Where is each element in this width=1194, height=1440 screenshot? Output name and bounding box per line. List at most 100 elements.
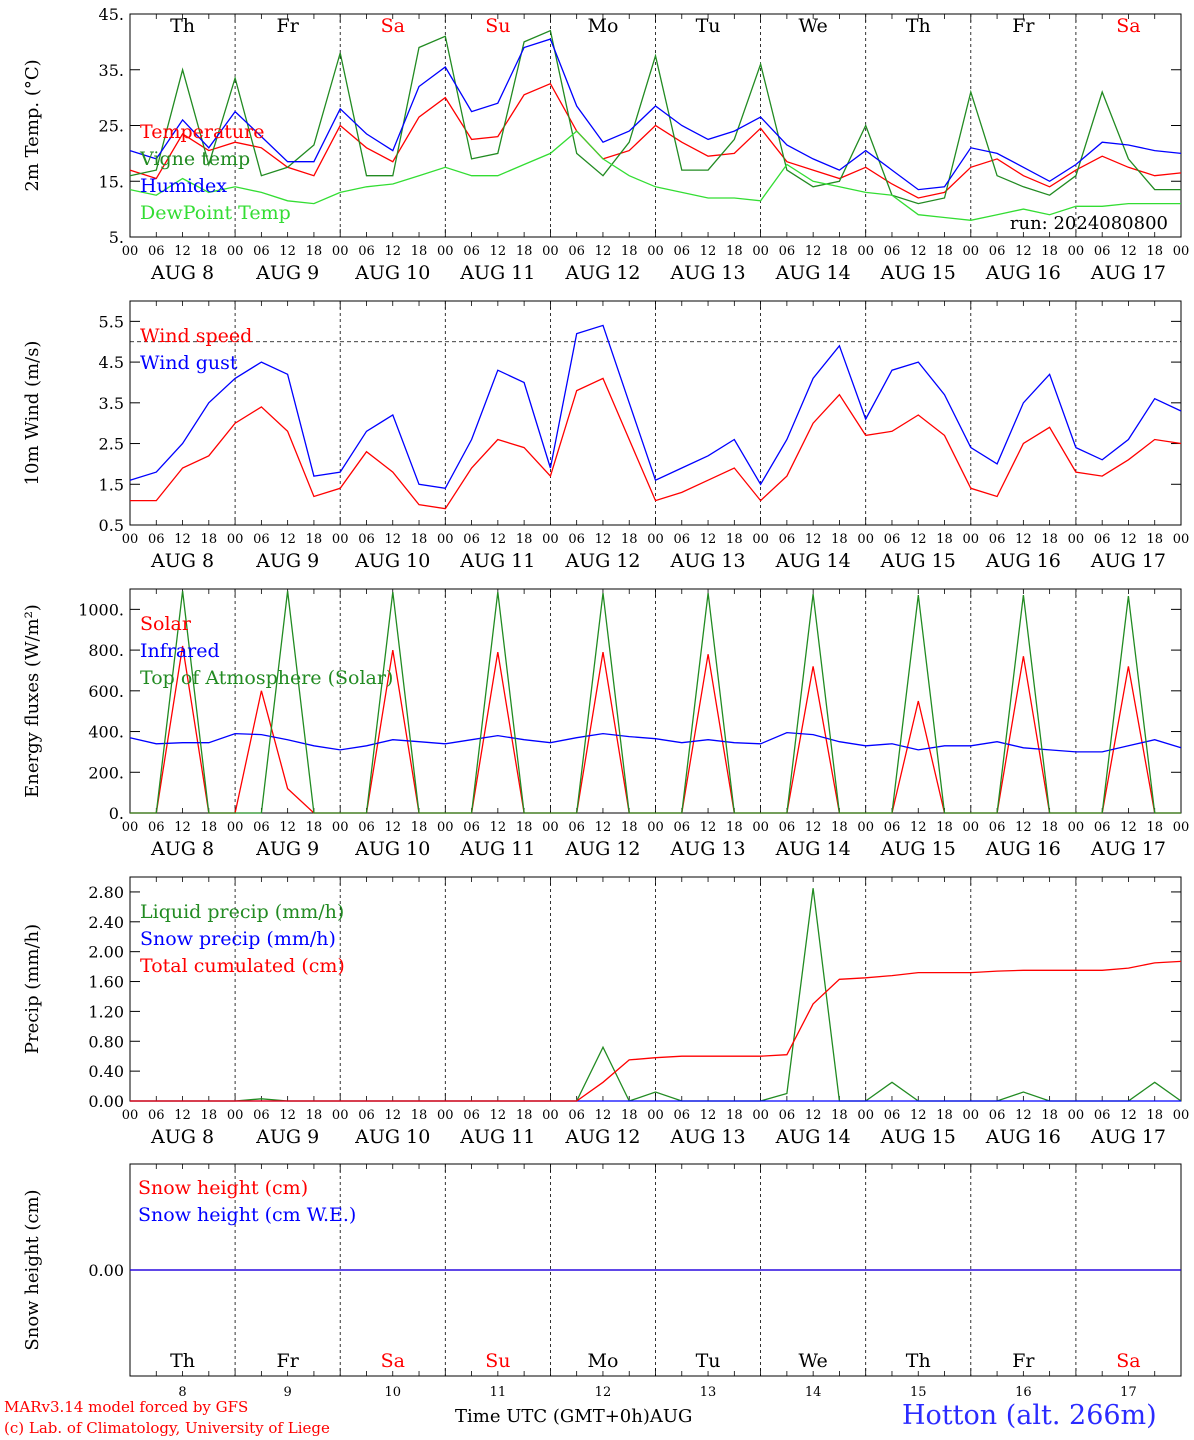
- date-label: AUG 17: [1090, 550, 1166, 572]
- hour-label: 18: [1146, 244, 1163, 259]
- hour-label: 00: [857, 820, 874, 835]
- hour-label: 12: [910, 820, 927, 835]
- hour-label: 12: [595, 1108, 612, 1123]
- date-label: AUG 12: [564, 550, 640, 572]
- hour-label: 00: [963, 244, 980, 259]
- y-tick-label: 600.: [88, 682, 124, 701]
- hour-label: 06: [463, 244, 480, 259]
- y-tick-label: 200.: [88, 763, 124, 782]
- legend-entry: Snow precip (mm/h): [140, 928, 336, 950]
- day-number: 13: [700, 1385, 717, 1400]
- day-name: Fr: [277, 15, 300, 37]
- day-number: 8: [178, 1385, 186, 1400]
- date-label: AUG 11: [459, 550, 535, 572]
- hour-label: 12: [1120, 532, 1137, 547]
- hour-label: 00: [332, 1108, 349, 1123]
- day-name: Mo: [587, 1350, 618, 1372]
- run-annotation: run: 2024080800: [1010, 213, 1168, 234]
- hour-label: 18: [201, 532, 218, 547]
- panel-frame: [129, 588, 1182, 814]
- hour-label: 06: [358, 244, 375, 259]
- hour-label: 18: [306, 244, 323, 259]
- hour-label: 18: [516, 244, 533, 259]
- day-name: Tu: [696, 1350, 721, 1372]
- y-tick-label: 1.60: [88, 973, 124, 992]
- y-tick-label: 45.: [99, 5, 124, 24]
- hour-label: 06: [884, 532, 901, 547]
- day-number: 10: [384, 1385, 401, 1400]
- date-label: AUG 12: [564, 1126, 640, 1148]
- hour-label: 12: [174, 532, 191, 547]
- hour-label: 00: [752, 244, 769, 259]
- hour-label: 18: [1041, 244, 1058, 259]
- series-line: [129, 29, 1181, 205]
- y-axis-label: 2m Temp. (°C): [22, 59, 43, 191]
- date-label: AUG 14: [775, 262, 851, 284]
- hour-label: 06: [253, 244, 270, 259]
- hour-label: 00: [647, 820, 664, 835]
- hour-label: 18: [726, 244, 743, 259]
- day-number: 17: [1120, 1385, 1137, 1400]
- hour-label: 06: [463, 1108, 480, 1123]
- hour-label: 06: [148, 244, 165, 259]
- y-tick-label: 1000.: [78, 600, 124, 619]
- date-label: AUG 8: [150, 262, 214, 284]
- hour-label: 18: [726, 532, 743, 547]
- hour-label: 18: [411, 244, 428, 259]
- hour-label: 06: [884, 820, 901, 835]
- hour-label: 06: [463, 820, 480, 835]
- hour-label: 06: [358, 532, 375, 547]
- hour-label: 18: [516, 820, 533, 835]
- hour-label: 00: [1068, 244, 1085, 259]
- hour-label: 06: [989, 820, 1006, 835]
- hour-label: 12: [490, 244, 507, 259]
- hour-label: 18: [1041, 1108, 1058, 1123]
- hour-label: 00: [963, 820, 980, 835]
- hour-label: 00: [227, 1108, 244, 1123]
- legend-entry: Wind speed: [140, 325, 252, 347]
- hour-label: 00: [437, 1108, 454, 1123]
- hour-label: 00: [1068, 532, 1085, 547]
- date-label: AUG 12: [564, 262, 640, 284]
- hour-label: 06: [358, 820, 375, 835]
- date-label: AUG 13: [669, 1126, 745, 1148]
- hour-label: 18: [726, 1108, 743, 1123]
- hour-label: 06: [1094, 532, 1111, 547]
- hour-label: 06: [253, 532, 270, 547]
- date-label: AUG 11: [459, 838, 535, 860]
- hour-label: 12: [595, 244, 612, 259]
- date-label: AUG 10: [354, 838, 430, 860]
- hour-label: 18: [936, 1108, 953, 1123]
- date-label: AUG 15: [880, 838, 956, 860]
- legend-entry: Wind gust: [140, 352, 238, 374]
- hour-label: 00: [437, 532, 454, 547]
- series-line: [129, 324, 1182, 490]
- y-tick-label: 0.80: [88, 1032, 124, 1051]
- hour-label: 06: [148, 820, 165, 835]
- hour-label: 00: [542, 1108, 559, 1123]
- hour-label: 00: [227, 244, 244, 259]
- hour-label: 12: [279, 244, 296, 259]
- y-tick-label: 2.00: [88, 943, 124, 962]
- y-tick-label: 1.5: [99, 475, 124, 494]
- hour-label: 12: [174, 820, 191, 835]
- hour-label: 00: [332, 532, 349, 547]
- hour-label: 06: [674, 1108, 691, 1123]
- date-label: AUG 14: [775, 1126, 851, 1148]
- legend-entry: Total cumulated (cm): [140, 955, 345, 977]
- day-name: Mo: [587, 15, 618, 37]
- hour-label: 12: [910, 532, 927, 547]
- hour-label: 18: [1146, 820, 1163, 835]
- hour-label: 12: [174, 244, 191, 259]
- hour-label: 00: [752, 820, 769, 835]
- hour-label: 12: [910, 1108, 927, 1123]
- model-credit: MARv3.14 model forced by GFS: [4, 1398, 249, 1416]
- date-label: AUG 13: [669, 838, 745, 860]
- legend-entry: Infrared: [140, 640, 220, 662]
- date-label: AUG 12: [564, 838, 640, 860]
- y-tick-label: 3.5: [99, 394, 124, 413]
- hour-label: 00: [1173, 532, 1190, 547]
- date-label: AUG 11: [459, 1126, 535, 1148]
- hour-label: 12: [384, 820, 401, 835]
- hour-label: 00: [857, 244, 874, 259]
